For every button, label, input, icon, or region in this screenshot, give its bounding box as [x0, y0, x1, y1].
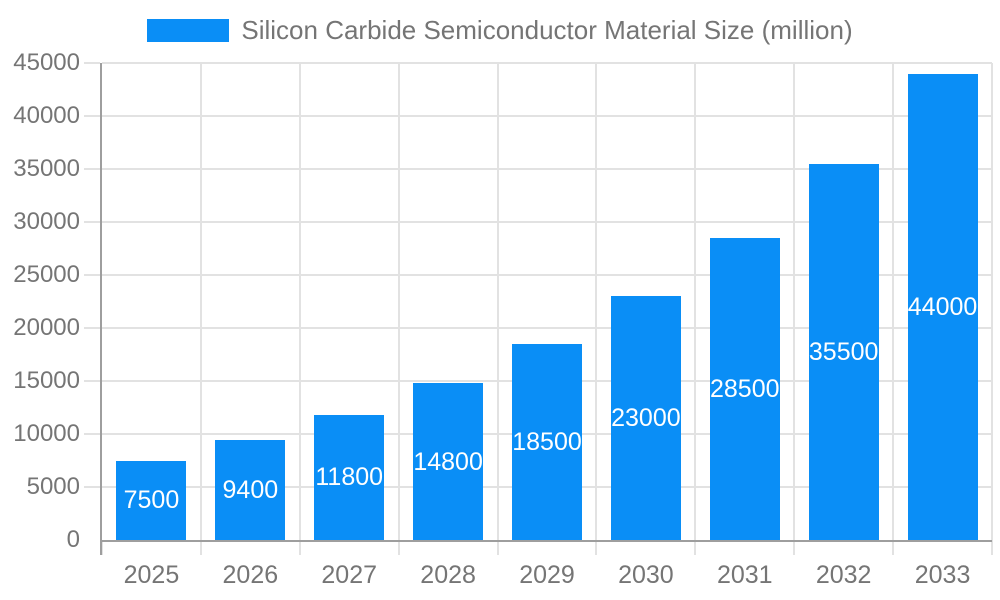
bar-value-label: 14800: [413, 447, 483, 476]
x-tick-label: 2032: [815, 561, 872, 589]
x-tick-label: 2030: [618, 561, 674, 589]
x-tick-label: 2033: [914, 561, 971, 589]
x-tick-label: 2028: [420, 561, 476, 589]
x-gridline: [991, 63, 993, 540]
bar-value-label: 18500: [512, 427, 582, 456]
x-tick: [694, 540, 697, 555]
x-tick: [397, 540, 400, 555]
bar: [709, 237, 780, 540]
bar: [610, 296, 681, 540]
y-gridline: [102, 168, 992, 170]
legend-swatch: [147, 19, 230, 42]
y-tick-label: 10000: [13, 420, 80, 447]
x-gridline: [595, 63, 598, 540]
y-tick-label: 35000: [13, 155, 80, 182]
bar: [413, 383, 484, 540]
y-gridline: [102, 115, 992, 117]
legend: Silicon Carbide Semiconductor Material S…: [0, 15, 1000, 46]
x-tick: [892, 540, 895, 555]
bar-value-label: 35500: [808, 337, 879, 366]
x-tick-label: 2029: [519, 561, 575, 589]
bar: [907, 73, 978, 540]
x-tick: [991, 540, 993, 555]
plot-area: 0 5000 10000 15000 20000 25000 30000 35000 40000…: [13, 49, 993, 589]
y-tick: [84, 327, 100, 329]
y-tick-label: 30000: [13, 208, 80, 235]
y-tick-label: 40000: [13, 102, 80, 129]
x-gridline: [496, 63, 499, 540]
y-axis-line: [100, 63, 102, 555]
y-tick-label: 20000: [13, 314, 80, 341]
bar: [215, 440, 286, 540]
bar-value-label: 23000: [611, 404, 681, 433]
y-tick-label: 0: [66, 526, 80, 553]
bar: [314, 414, 385, 540]
bar-value-label: 7500: [123, 486, 180, 515]
bar-value-label: 28500: [710, 374, 780, 403]
y-tick-label: 25000: [13, 261, 80, 288]
y-tick-label: 15000: [13, 367, 80, 394]
x-gridline: [199, 63, 202, 540]
bar: [512, 343, 582, 540]
y-tick: [84, 62, 100, 64]
y-gridline: [102, 221, 992, 223]
bar-value-label: 11800: [315, 463, 384, 492]
y-gridline: [102, 274, 992, 276]
y-tick: [84, 168, 100, 170]
bar-value-label: 9400: [222, 476, 279, 505]
x-gridline: [793, 63, 796, 540]
x-tick-label: 2025: [123, 561, 180, 589]
y-gridline: [102, 62, 992, 64]
y-tick: [84, 486, 100, 488]
x-axis-line: [100, 540, 992, 542]
bar-value-label: 44000: [907, 292, 978, 321]
y-tick: [84, 115, 100, 117]
x-tick: [101, 540, 103, 555]
x-gridline: [892, 63, 895, 540]
x-gridline: [397, 63, 400, 540]
y-tick-label: 45000: [13, 49, 80, 76]
y-tick: [84, 221, 100, 223]
x-tick-label: 2031: [716, 561, 773, 589]
x-gridline: [298, 63, 301, 540]
bar: [116, 460, 187, 540]
bar: [808, 163, 879, 540]
y-tick: [84, 433, 100, 435]
y-tick-label: 5000: [26, 473, 80, 500]
y-tick: [84, 274, 100, 276]
y-tick: [84, 380, 100, 382]
x-tick-label: 2026: [222, 561, 279, 589]
x-tick: [793, 540, 796, 555]
x-tick-label: 2027: [321, 561, 378, 589]
x-gridline: [694, 63, 697, 540]
x-tick: [595, 540, 598, 555]
y-gridline: [102, 327, 992, 329]
x-tick: [298, 540, 301, 555]
x-tick: [199, 540, 202, 555]
x-tick: [496, 540, 499, 555]
legend-label: Silicon Carbide Semiconductor Material S…: [241, 15, 853, 45]
